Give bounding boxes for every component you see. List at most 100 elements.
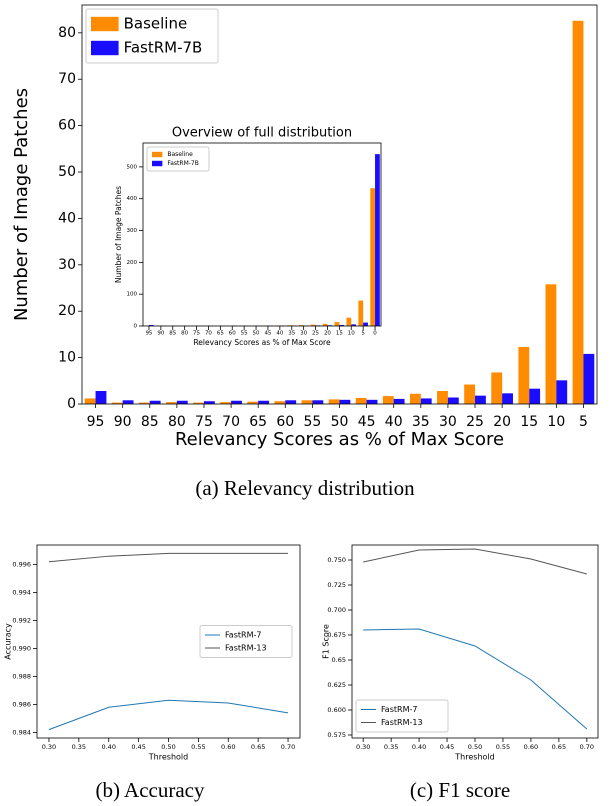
bar: [393, 398, 405, 404]
bar: [258, 400, 270, 404]
y-tick-label: 10: [58, 350, 76, 366]
x-tick-label: 75: [195, 414, 213, 430]
bar: [339, 399, 351, 404]
x-tick-label: 60: [276, 414, 294, 430]
legend-swatch: [91, 16, 119, 32]
bar: [572, 20, 584, 405]
y-tick-label: 0.990: [12, 644, 31, 652]
x-tick-label: 85: [169, 331, 176, 337]
bar: [111, 402, 123, 404]
bar: [334, 322, 340, 326]
y-axis-label: Number of Image Patches: [11, 88, 32, 321]
x-tick-label: 0.45: [131, 743, 145, 751]
bar: [149, 400, 161, 404]
legend-label: FastRM-7B: [124, 39, 203, 57]
x-tick-label: 5: [361, 331, 365, 337]
bar: [366, 399, 378, 404]
chart-title: Overview of full distribution: [172, 126, 352, 141]
x-tick-label: 0.45: [440, 743, 454, 751]
bar: [502, 393, 513, 404]
legend-box: [199, 625, 293, 658]
caption: (a) Relevancy distribution: [195, 476, 415, 500]
y-tick-label: 0.725: [327, 581, 346, 589]
x-tick-label: 50: [331, 414, 349, 430]
x-tick-label: 30: [300, 331, 307, 337]
x-tick-label: 30: [439, 414, 457, 430]
bar: [285, 400, 297, 404]
legend-box: [355, 699, 449, 733]
bar: [310, 324, 316, 326]
x-tick-label: 40: [276, 331, 283, 337]
plot-frame: [351, 544, 599, 739]
y-tick-label: 0.986: [12, 700, 31, 708]
bar: [556, 380, 568, 404]
x-tick-label: 0.35: [72, 743, 86, 751]
bar: [447, 397, 459, 404]
x-tick-label: 35: [288, 331, 295, 337]
y-tick-label: 500: [127, 164, 138, 170]
line-series: [48, 699, 289, 731]
x-tick-label: 0.50: [468, 743, 482, 751]
x-tick-label: 5: [579, 414, 588, 430]
x-tick-label: 0.60: [221, 743, 235, 751]
x-tick-label: 15: [520, 414, 538, 430]
line-series: [363, 548, 587, 575]
bar: [339, 324, 345, 326]
x-axis-label: Relevancy Scores as % of Max Score: [193, 338, 331, 347]
bar: [370, 188, 376, 326]
y-tick-label: 0.700: [327, 606, 346, 614]
legend-swatch: [91, 40, 119, 56]
bar: [274, 401, 286, 404]
x-tick-label: 95: [87, 414, 105, 430]
y-tick-label: 0.994: [12, 589, 31, 597]
x-tick-label: 85: [141, 414, 159, 430]
bar: [148, 325, 154, 326]
y-tick-label: 0.750: [327, 556, 346, 564]
bar: [84, 398, 96, 404]
legend-label: Baseline: [124, 15, 188, 33]
x-tick-label: 90: [114, 414, 132, 430]
x-axis-label: Relevancy Scores as % of Max Score: [175, 429, 504, 450]
x-tick-label: 0.60: [524, 743, 538, 751]
plot-frame: [142, 142, 382, 327]
y-axis-label: Accuracy: [4, 623, 13, 660]
x-tick-label: 15: [336, 331, 343, 337]
x-tick-label: 70: [205, 331, 212, 337]
bar: [355, 397, 367, 404]
bar: [176, 400, 188, 404]
x-tick-label: 10: [348, 331, 355, 337]
legend-box: [146, 146, 210, 172]
x-tick-label: 90: [157, 331, 164, 337]
bar: [312, 400, 324, 404]
bar: [322, 323, 328, 326]
x-tick-label: 20: [493, 414, 511, 430]
bar: [122, 400, 134, 404]
y-tick-label: 0.600: [327, 706, 346, 714]
x-tick-label: 0.70: [580, 743, 594, 751]
y-tick-label: 0.984: [12, 728, 31, 736]
y-tick-label: 50: [58, 164, 76, 180]
y-tick-label: 200: [127, 260, 138, 266]
bar: [358, 300, 364, 326]
line-series: [363, 628, 588, 730]
x-tick-label: 10: [547, 414, 565, 430]
x-tick-label: 45: [264, 331, 271, 337]
line-series: [48, 552, 289, 563]
x-tick-label: 0.70: [281, 743, 295, 751]
bar: [382, 396, 394, 404]
bar: [545, 284, 557, 404]
legend-label: FastRM-7: [225, 631, 262, 640]
x-tick-label: 0.40: [412, 743, 426, 751]
legend-label: FastRM-7B: [167, 160, 199, 167]
x-tick-label: 60: [229, 331, 236, 337]
y-tick-label: 60: [58, 118, 76, 134]
y-tick-label: 0.988: [12, 672, 31, 680]
x-axis-label: Threshold: [148, 753, 188, 762]
legend-swatch: [152, 160, 163, 167]
bar: [529, 388, 541, 404]
y-tick-label: 400: [127, 196, 138, 202]
y-tick-label: 0.992: [12, 617, 31, 625]
y-tick-label: 0.675: [327, 631, 346, 639]
y-tick-label: 80: [58, 25, 76, 41]
